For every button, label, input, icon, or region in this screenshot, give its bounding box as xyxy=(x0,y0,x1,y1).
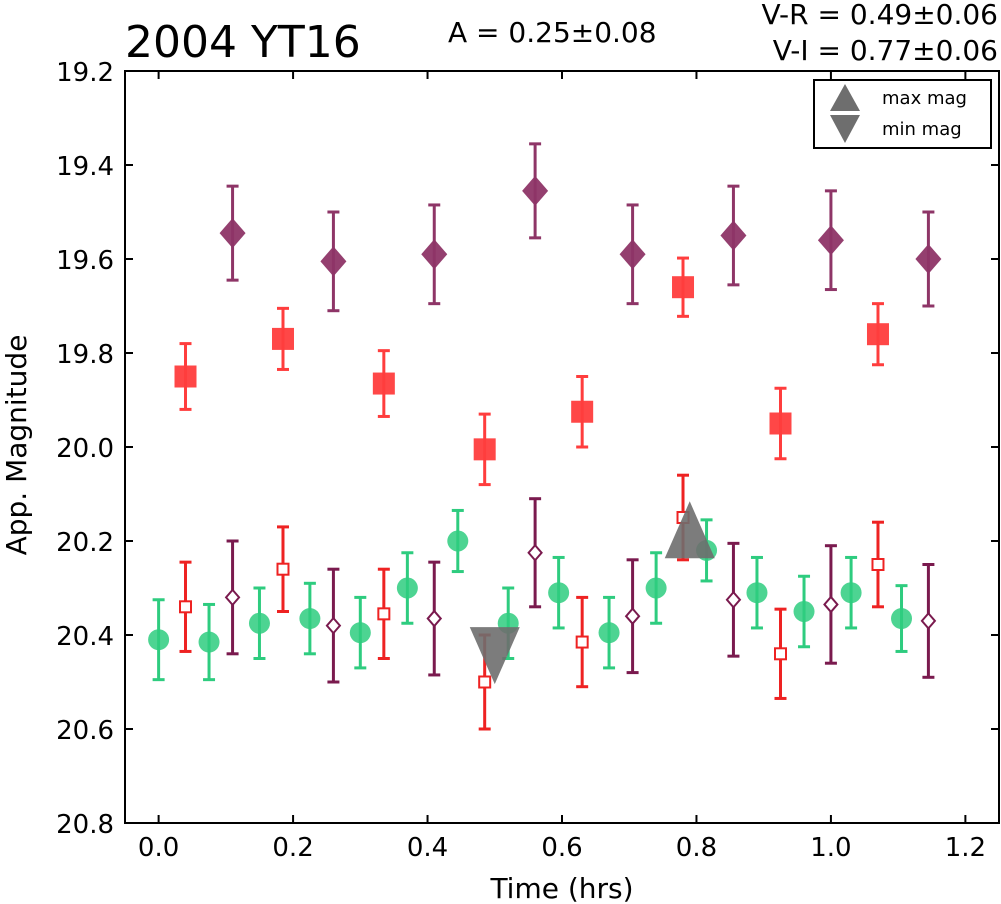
data-point xyxy=(571,400,594,423)
axis-ticks: 0.0 0.2 0.4 0.6 0.8 1.0 1.2 19.2 19.4 19.6 19.8 20.… xyxy=(56,58,999,863)
data-point xyxy=(840,582,862,604)
data-point xyxy=(271,327,294,350)
y-tick-label: 19.4 xyxy=(56,152,114,182)
y-tick-label: 20.2 xyxy=(56,528,114,558)
legend-min-marker xyxy=(830,115,860,143)
y-tick-label: 19.8 xyxy=(56,340,114,370)
amplitude-annotation: A = 0.25±0.08 xyxy=(448,16,657,49)
data-point xyxy=(248,612,270,634)
data-point xyxy=(920,611,937,630)
legend-max-label: max mag xyxy=(882,88,967,109)
y-axis-label: App. Magnitude xyxy=(0,335,33,556)
x-axis-label: Time (hrs) xyxy=(489,872,633,904)
chart-title: 2004 YT16 xyxy=(125,17,361,68)
x-tick-label: 0.8 xyxy=(676,833,717,863)
data-point xyxy=(522,175,549,206)
data-point xyxy=(396,577,418,599)
data-point xyxy=(174,365,197,388)
y-tick-label: 19.6 xyxy=(56,246,114,276)
data-point xyxy=(426,609,443,628)
data-point xyxy=(672,276,695,299)
data-point xyxy=(823,595,839,614)
data-point xyxy=(915,244,942,274)
x-tick-label: 0.2 xyxy=(272,833,313,863)
data-point xyxy=(891,608,913,630)
data-point xyxy=(619,239,646,270)
data-point xyxy=(598,622,620,644)
data-point xyxy=(575,635,589,649)
min-mag-marker xyxy=(469,627,520,685)
data-marks xyxy=(148,142,942,731)
data-point xyxy=(148,629,170,651)
data-point xyxy=(793,601,815,622)
data-point xyxy=(548,582,570,604)
y-tick-label: 20.8 xyxy=(56,810,114,840)
data-point xyxy=(299,608,321,630)
data-point xyxy=(817,225,844,256)
y-tick-label: 19.2 xyxy=(56,58,114,88)
data-point xyxy=(769,412,792,435)
vi-color-annotation: V-I = 0.77±0.06 xyxy=(773,34,998,67)
data-point xyxy=(325,616,342,635)
data-point xyxy=(320,246,347,277)
data-point xyxy=(624,607,641,626)
data-point xyxy=(179,600,193,614)
max-mag-marker xyxy=(664,501,715,559)
data-point xyxy=(871,558,885,571)
data-point xyxy=(866,323,889,346)
data-point xyxy=(725,590,742,609)
data-point xyxy=(447,530,469,552)
data-point xyxy=(219,218,246,249)
data-point xyxy=(720,220,747,251)
x-tick-label: 0.6 xyxy=(541,833,582,863)
x-tick-label: 0.4 xyxy=(407,833,448,863)
plot-frame xyxy=(124,70,1000,824)
y-tick-label: 20.0 xyxy=(56,434,114,464)
x-tick-label: 1.2 xyxy=(945,833,986,863)
data-point xyxy=(198,631,220,653)
data-point xyxy=(276,562,290,576)
data-point xyxy=(372,372,395,395)
data-point xyxy=(774,647,787,661)
data-point xyxy=(377,607,391,621)
data-point xyxy=(421,239,448,270)
legend-max-marker xyxy=(830,84,860,111)
data-point xyxy=(473,438,496,461)
data-point xyxy=(224,588,241,607)
legend-min-label: min mag xyxy=(882,119,962,140)
data-point xyxy=(746,582,768,604)
x-tick-label: 0.0 xyxy=(138,833,179,863)
data-point xyxy=(478,675,492,689)
x-tick-label: 1.0 xyxy=(810,833,851,863)
data-point xyxy=(645,577,667,599)
data-point xyxy=(349,622,371,644)
vr-color-annotation: V-R = 0.49±0.06 xyxy=(762,0,998,31)
y-tick-label: 20.6 xyxy=(56,716,114,746)
y-tick-label: 20.4 xyxy=(56,622,114,652)
legend: max mag min mag xyxy=(813,79,992,149)
data-point xyxy=(527,543,543,562)
